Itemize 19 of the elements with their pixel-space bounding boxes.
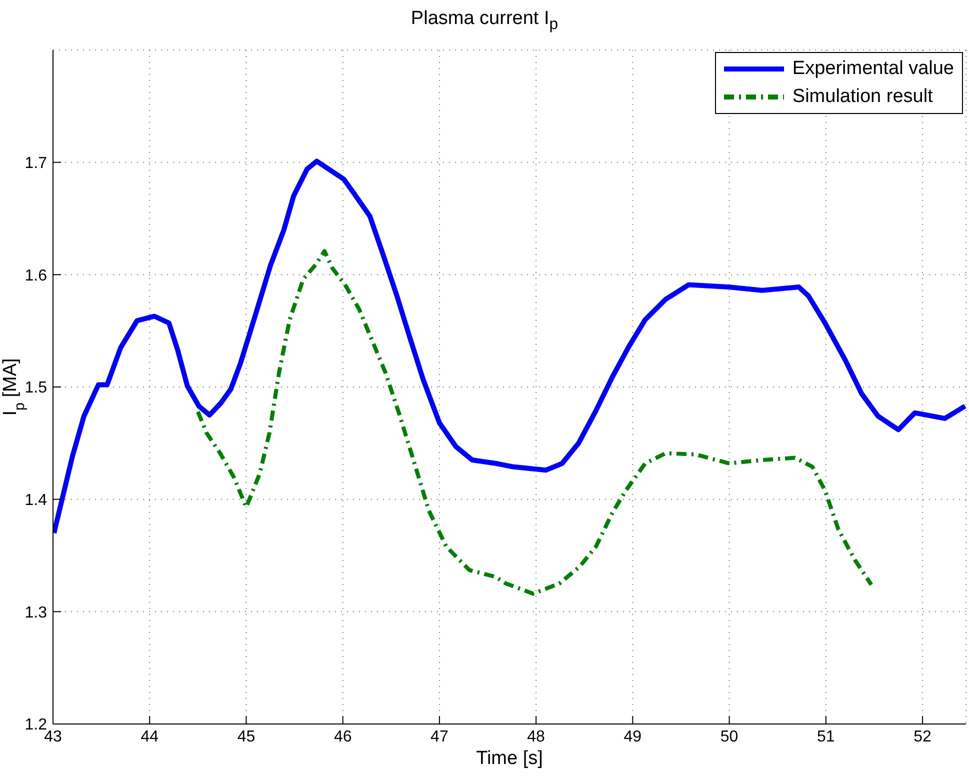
x-tick-label: 52 <box>914 728 932 746</box>
x-tick-label: 44 <box>140 728 159 746</box>
x-tick-label: 47 <box>430 728 448 746</box>
x-axis-title: Time [s] <box>476 748 543 769</box>
x-tick-label: 50 <box>720 728 738 746</box>
chart-title: Plasma current I$_{p}$ <box>410 7 560 35</box>
x-tick-label: 45 <box>237 728 256 746</box>
y-tick-label: 1.4 <box>24 492 48 510</box>
y-tick-label: 1.6 <box>24 267 48 284</box>
x-tick-label: 49 <box>624 728 642 746</box>
y-tick-label: 1.5 <box>24 380 48 397</box>
line-series <box>196 249 874 596</box>
x-tick-label: 51 <box>817 728 835 746</box>
legend-label: Experimental value <box>792 58 954 80</box>
y-tick-label: 1.7 <box>24 155 48 172</box>
x-tick-label: 46 <box>334 728 352 746</box>
legend-label: Simulation result <box>792 86 933 108</box>
y-tick-label: 1.3 <box>24 604 48 622</box>
x-tick-label: 48 <box>527 728 546 746</box>
